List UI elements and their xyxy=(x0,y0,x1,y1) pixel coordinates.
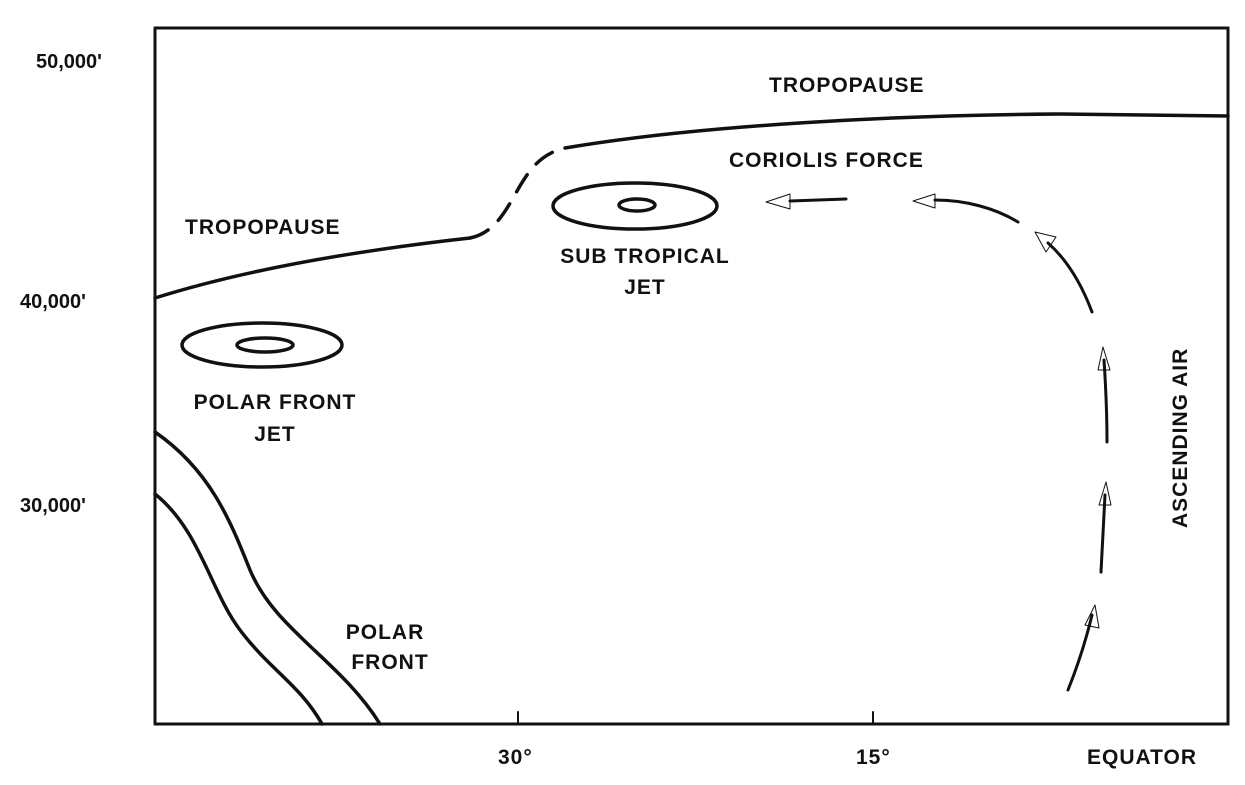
polar-front-line-lower xyxy=(153,492,324,726)
subtropical-jet-label-line1: SUB TROPICAL xyxy=(560,245,730,268)
polar-front-label-line1: POLAR xyxy=(345,621,425,644)
coriolis-arrow-2 xyxy=(788,197,848,203)
y-label-50000: 50,000' xyxy=(36,51,102,73)
ascending-arrow-3 xyxy=(1102,358,1109,444)
y-label-30000: 30,000' xyxy=(20,495,86,517)
polar-front-jet-label-line2: JET xyxy=(254,423,296,446)
polar-front-label-line2: FRONT xyxy=(351,651,429,674)
ascending-arrow-1-head xyxy=(1084,604,1100,629)
x-label-30-degrees: 30° xyxy=(498,746,533,769)
subtropical-jet-core xyxy=(617,197,657,213)
tropopause-upper-line xyxy=(563,112,1230,150)
polar-front-jet-core xyxy=(235,336,295,354)
ascending-arrow-2-head xyxy=(1098,481,1112,506)
ascending-arrow-2 xyxy=(1099,493,1107,574)
turning-arrow-dash xyxy=(933,198,1020,224)
tropopause-lower-line xyxy=(153,236,472,300)
x-label-equator: EQUATOR xyxy=(1087,746,1198,769)
tropopause-break-dashed xyxy=(468,146,567,240)
y-label-40000: 40,000' xyxy=(20,291,86,313)
ascending-air-label: ASCENDING AIR xyxy=(1169,347,1192,528)
subtropical-jet-outer-ring xyxy=(551,181,719,231)
polar-front-jet-label-line1: POLAR FRONT xyxy=(193,391,357,414)
coriolis-force-label: CORIOLIS FORCE xyxy=(729,149,924,172)
x-label-15-degrees: 15° xyxy=(856,746,891,769)
subtropical-jet-label-line2: JET xyxy=(624,276,666,299)
turning-arrow-head xyxy=(1034,231,1057,253)
ascending-arrow-3-head xyxy=(1097,346,1111,371)
tropopause-upper-label: TROPOPAUSE xyxy=(769,74,925,97)
ascending-arrow-1 xyxy=(1066,613,1094,692)
turning-arrow xyxy=(1046,241,1094,314)
coriolis-arrow-2-head xyxy=(765,193,791,210)
polar-front-line-upper xyxy=(153,430,382,726)
polar-front-jet-outer-ring xyxy=(180,321,344,369)
tropopause-lower-label: TROPOPAUSE xyxy=(185,216,341,239)
coriolis-arrow-1-head xyxy=(912,193,936,209)
